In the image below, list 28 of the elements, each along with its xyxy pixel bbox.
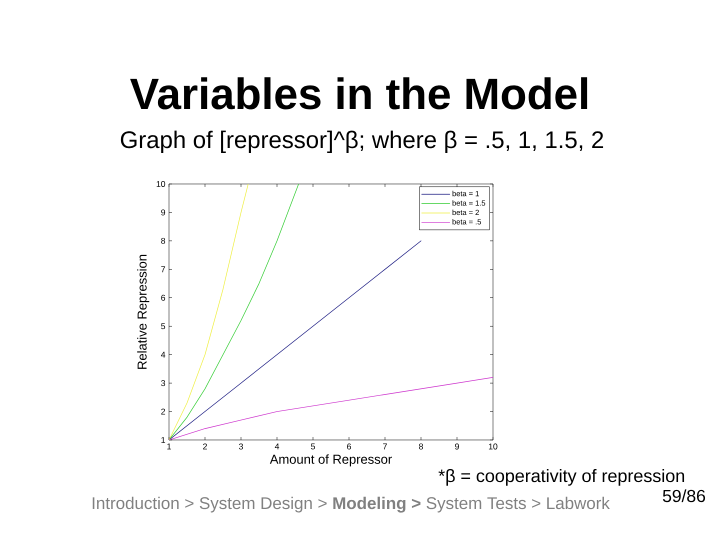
line-series [169,184,249,440]
x-tick-label: 7 [383,444,387,450]
y-tick-label: 5 [161,323,166,330]
x-tick-label: 8 [419,444,423,450]
y-tick-label: 6 [161,294,166,301]
y-tick-label: 4 [160,352,166,358]
x-tick-label: 9 [455,444,459,450]
y-tick-label: 7 [161,266,166,272]
chart-title: Variables in the Model [130,77,588,110]
x-tick-label: 3 [238,444,243,450]
y-axis-title: Relative Repression [137,254,150,369]
y-tick-label: 1 [161,437,166,443]
y-tick-label: 2 [161,408,166,414]
y-tick-label: 9 [161,209,166,216]
x-tick-label: 1 [167,444,171,450]
x-tick-label: 4 [274,444,280,450]
y-tick-label: 8 [161,238,166,244]
text: 59/86 [662,489,706,502]
y-tick-label: 3 [161,380,166,386]
x-tick-label: 10 [488,444,498,450]
x-tick-label: 5 [310,444,316,450]
chart-subtitle: Graph of [repressor]^β; where β = .5, 1, 1.5, 2 [120,130,604,153]
x-tick-label: 6 [347,444,351,450]
x-axis-title: Amount of Repressor [270,454,392,466]
text: Introduction > System Design > Modeling > System Tests > Labwork [92,496,610,513]
x-tick-label: 2 [203,444,207,450]
y-tick-label: 10 [156,180,166,187]
text: *β = cooperativity of repression [438,468,684,486]
